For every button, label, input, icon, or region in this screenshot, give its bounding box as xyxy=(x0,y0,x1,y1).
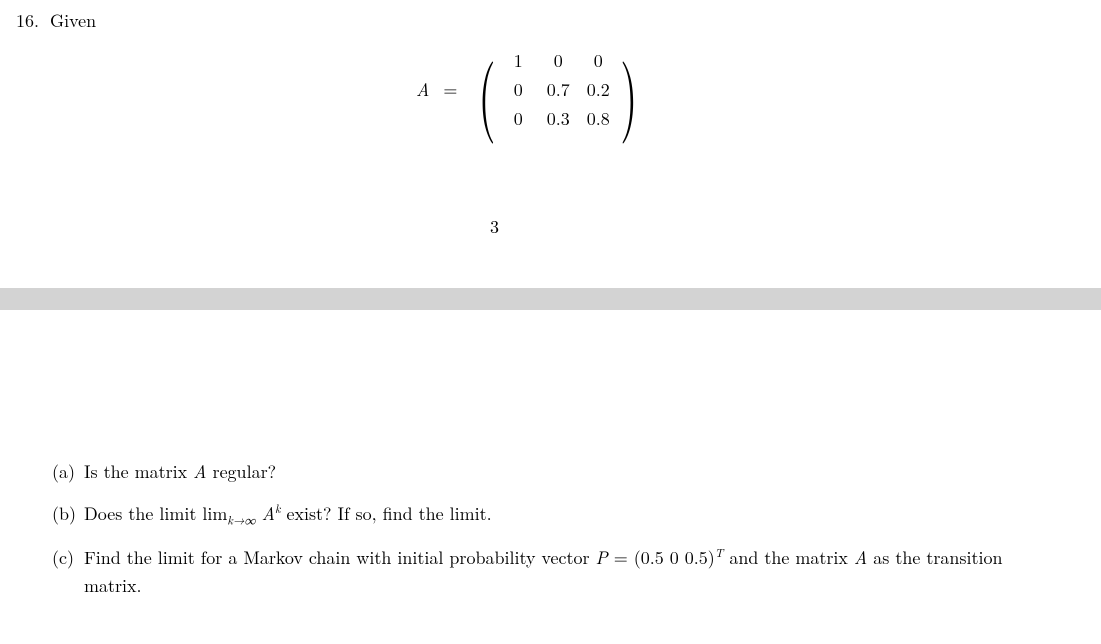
matrix-variable: A xyxy=(416,77,429,102)
text-segment: and the matrix xyxy=(723,545,854,570)
matrix-cell: 0.3 xyxy=(545,106,571,131)
right-paren-icon: ) xyxy=(620,53,638,127)
part-item: (b)Does the limit limk→∞ Ak exist? If so… xyxy=(52,500,1052,530)
left-paren-icon: ( xyxy=(479,53,497,127)
given-label: Given xyxy=(50,8,96,33)
matrix-cell: 0 xyxy=(545,48,571,73)
text-segment: Does the limit lim xyxy=(84,501,227,526)
text-segment: exist? If so, find the limit. xyxy=(280,501,491,526)
text-segment: Find the limit for a Markov chain with i… xyxy=(84,545,596,570)
matrix-cell: 0 xyxy=(505,106,531,131)
equals-sign: = xyxy=(443,77,457,102)
part-text: Is the matrix A regular? xyxy=(84,458,1052,486)
matrix-equation: A = ( 10000.70.200.30.8 ) xyxy=(416,48,645,131)
part-label: (b) xyxy=(52,500,84,530)
matrix-cell: 0.2 xyxy=(585,77,611,102)
part-text: Find the limit for a Markov chain with i… xyxy=(84,544,1052,600)
matrix-cell: 0 xyxy=(585,48,611,73)
text-segment: regular? xyxy=(207,459,277,484)
text-segment: = (0.5 0 0.5) xyxy=(608,545,715,570)
page-number: 3 xyxy=(490,214,499,239)
part-text: Does the limit limk→∞ Ak exist? If so, f… xyxy=(84,500,1052,530)
matrix-cell: 1 xyxy=(505,48,531,73)
matrix-row: 0 0.7 0.2 xyxy=(505,77,611,102)
matrix: ( 10000.70.200.30.8 ) xyxy=(471,48,645,131)
part-item: (a)Is the matrix A regular? xyxy=(52,458,1052,486)
part-label: (c) xyxy=(52,544,84,600)
text-segment: A xyxy=(193,459,206,484)
matrix-row: 100 xyxy=(505,48,611,73)
text-segment: k→∞ xyxy=(227,511,255,528)
matrix-cell: 0.7 xyxy=(545,77,571,102)
text-segment: A xyxy=(854,545,867,570)
matrix-cell: 0 xyxy=(505,77,531,102)
text-segment: A xyxy=(262,501,275,526)
part-item: (c)Find the limit for a Markov chain wit… xyxy=(52,544,1052,600)
problem-parts: (a)Is the matrix A regular?(b)Does the l… xyxy=(52,458,1052,614)
problem-number: 16. xyxy=(16,8,39,33)
page-divider xyxy=(0,288,1101,310)
text-segment: P xyxy=(596,545,608,570)
matrix-row: 0 0.3 0.8 xyxy=(505,106,611,131)
matrix-body: 10000.70.200.30.8 xyxy=(503,48,613,131)
text-segment: Is the matrix xyxy=(84,459,193,484)
matrix-cell: 0.8 xyxy=(585,106,611,131)
part-label: (a) xyxy=(52,458,84,486)
